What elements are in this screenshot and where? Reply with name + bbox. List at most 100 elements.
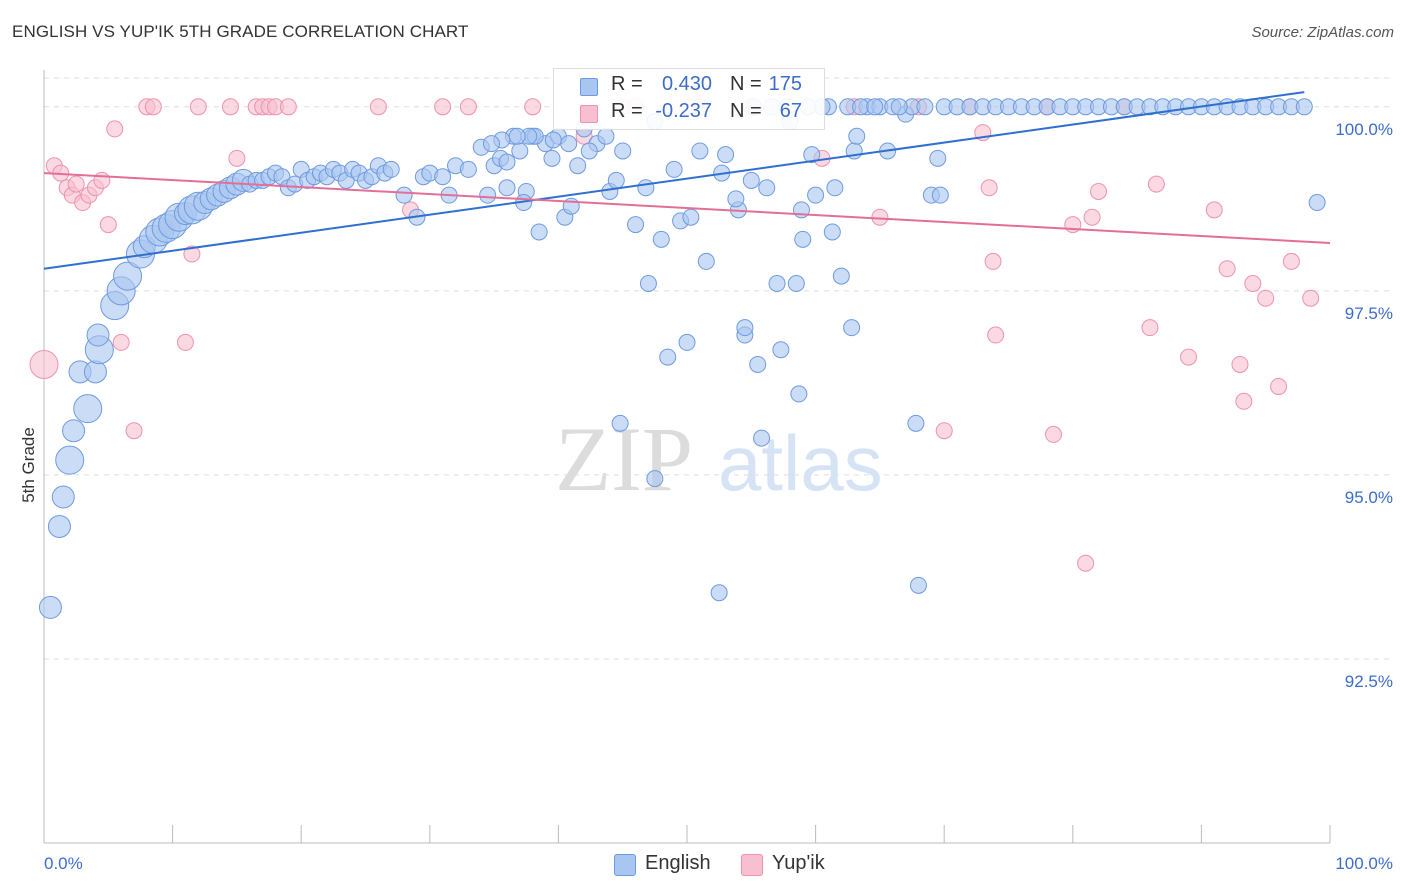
english-point [691,142,709,160]
chart-title: ENGLISH VS YUP'IK 5TH GRADE CORRELATION … [12,22,469,41]
english-r-label: R = [611,73,643,95]
english-point [459,160,477,178]
yupik-point [1205,201,1223,219]
english-point [530,223,548,241]
english-n-value: 175 [768,73,802,95]
yupik-point [93,171,111,189]
yupik-point [434,98,452,116]
yupik-point [1180,348,1198,366]
english-point [580,142,598,160]
axes [43,70,1331,844]
yupik-point [1244,274,1262,292]
english-point [652,230,670,248]
english-point [790,385,808,403]
english-point [543,149,561,167]
yupik-point [459,98,477,116]
english-point [627,216,645,234]
english-point [659,348,677,366]
english-point [38,595,62,619]
yupik-point [279,98,297,116]
english-point [434,168,452,186]
english-point [498,179,516,197]
yupik-point [980,179,998,197]
legend-row-yupik: R = -0.237 N = 67 [554,100,824,126]
yupik-legend-swatch [741,854,763,876]
yupik-point [228,149,246,167]
english-legend-label: English [645,852,711,874]
english-point [511,142,529,160]
english-points [38,98,1326,619]
yupik-point [125,422,143,440]
english-point [794,230,812,248]
gridlines [44,77,1390,660]
english-point [83,360,107,384]
yupik-point [1090,182,1108,200]
yupik-point [1147,175,1165,193]
yupik-point [1077,554,1095,572]
english-point [55,445,85,475]
yupik-n-label: N = [730,100,762,122]
english-point [843,319,861,337]
english-point [852,98,870,116]
english-point [787,274,805,292]
y-axis-title: 5th Grade [19,427,38,503]
yupik-point [1045,425,1063,443]
series-legend: English Yup'ik [0,852,1406,878]
yupik-point [29,349,59,379]
english-swatch [580,78,598,96]
yupik-trend-line [43,172,1331,245]
source-label: Source: ZipAtlas.com [1251,24,1394,41]
english-point [382,160,400,178]
english-point [1295,98,1313,116]
x-tick-label-max: 100.0% [1335,854,1393,873]
yupik-point [99,216,117,234]
yupik-point [1235,392,1253,410]
yupik-legend-label: Yup'ik [772,852,825,874]
yupik-point [1282,252,1300,270]
english-point [73,394,103,424]
y-tick-label: 97.5% [1345,304,1393,323]
english-point [544,131,562,149]
english-point [832,267,850,285]
english-point [768,274,786,292]
english-point [611,414,629,432]
english-point [665,160,683,178]
english-point [929,149,947,167]
x-tick-label-min: 0.0% [44,854,83,873]
yupik-r-value: -0.237 [655,100,712,122]
english-point [678,333,696,351]
english-point [607,171,625,189]
yupik-point [524,98,542,116]
yupik-point [1270,378,1288,396]
english-n-label: N = [730,73,762,95]
yupik-swatch [580,105,598,123]
english-point [931,186,949,204]
english-legend-swatch [614,854,636,876]
english-point [62,419,86,443]
english-point [697,252,715,270]
english-point [907,414,925,432]
english-point [86,323,110,347]
english-point [637,179,655,197]
legend-row-english: R = 0.430 N = 175 [554,73,824,99]
english-point [710,584,728,602]
yupik-point [1218,260,1236,278]
yupik-point [1302,289,1320,307]
yupik-point [935,422,953,440]
english-point [758,179,776,197]
english-point [717,146,735,164]
english-point [823,223,841,241]
yupik-point [1141,319,1159,337]
yupik-point [106,120,124,138]
y-tick-label: 100.0% [1335,120,1393,139]
yupik-point [1231,355,1249,373]
trend-lines [43,91,1331,270]
english-point [749,355,767,373]
english-point [848,127,866,145]
english-point [807,186,825,204]
english-point [597,127,615,145]
english-point [866,98,884,116]
english-point [890,98,908,116]
english-point [560,135,578,153]
